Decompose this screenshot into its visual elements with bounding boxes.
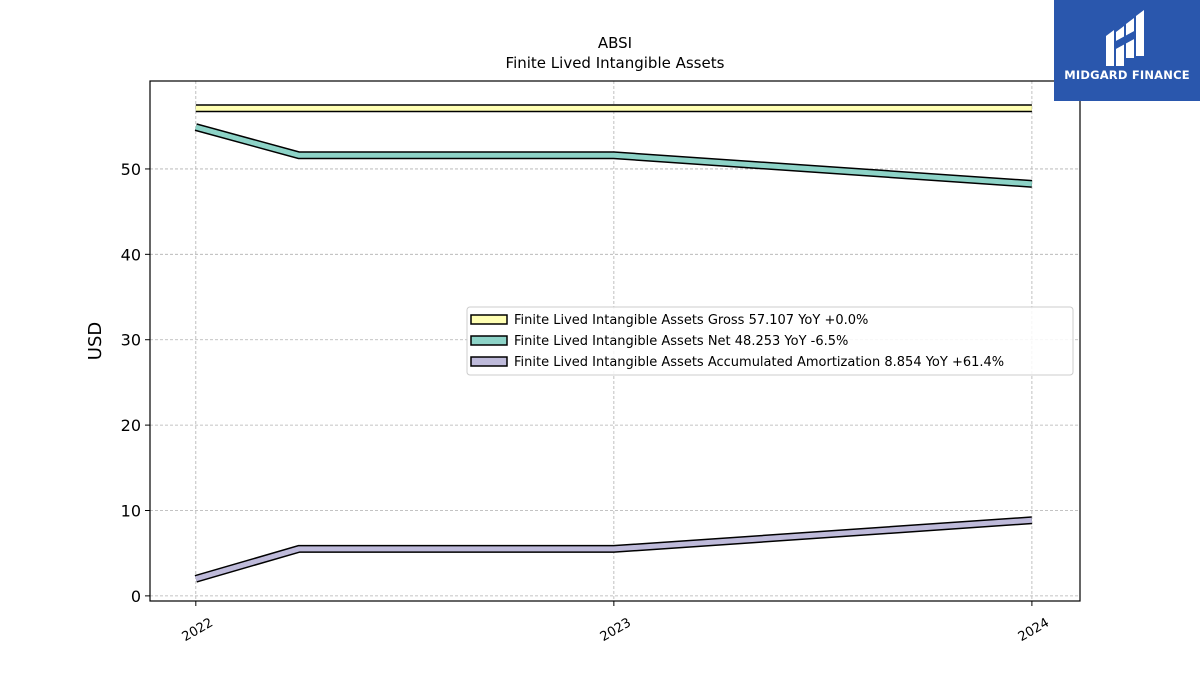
legend: Finite Lived Intangible Assets Gross 57.… [466,306,1074,376]
brand-logo: MIDGARD FINANCE [1054,0,1200,101]
brand-name: MIDGARD FINANCE [1064,68,1190,82]
chart-title: ABSI [598,34,632,52]
legend-swatch [470,356,508,367]
grid [150,81,1080,601]
y-tick-label: 50 [121,160,141,179]
legend-swatch [470,335,508,346]
legend-swatch [470,314,508,325]
series-line [195,124,1033,187]
y-ticks: 0 10 20 30 40 50 [121,160,150,606]
y-tick-label: 40 [121,245,141,264]
y-tick-label: 10 [121,501,141,520]
y-tick-label: 0 [131,587,141,606]
legend-box [466,306,1074,376]
x-tick-label: 2022 [180,615,216,645]
x-ticks: 2022 2023 2024 [180,601,1052,645]
legend-label: Finite Lived Intangible Assets Accumulat… [514,355,1004,370]
y-tick-label: 30 [121,331,141,350]
x-tick-label: 2024 [1016,615,1052,645]
y-axis-label: USD [85,322,106,360]
plot-frame [149,80,1081,602]
chart-subtitle: Finite Lived Intangible Assets [506,54,725,72]
legend-label: Finite Lived Intangible Assets Gross 57.… [514,313,868,328]
x-tick-label: 2023 [598,615,634,645]
series-layer [194,104,1033,583]
series-line [195,517,1033,582]
legend-label: Finite Lived Intangible Assets Net 48.25… [514,334,848,349]
midgard-logo-icon [1106,10,1144,66]
y-tick-label: 20 [121,416,141,435]
